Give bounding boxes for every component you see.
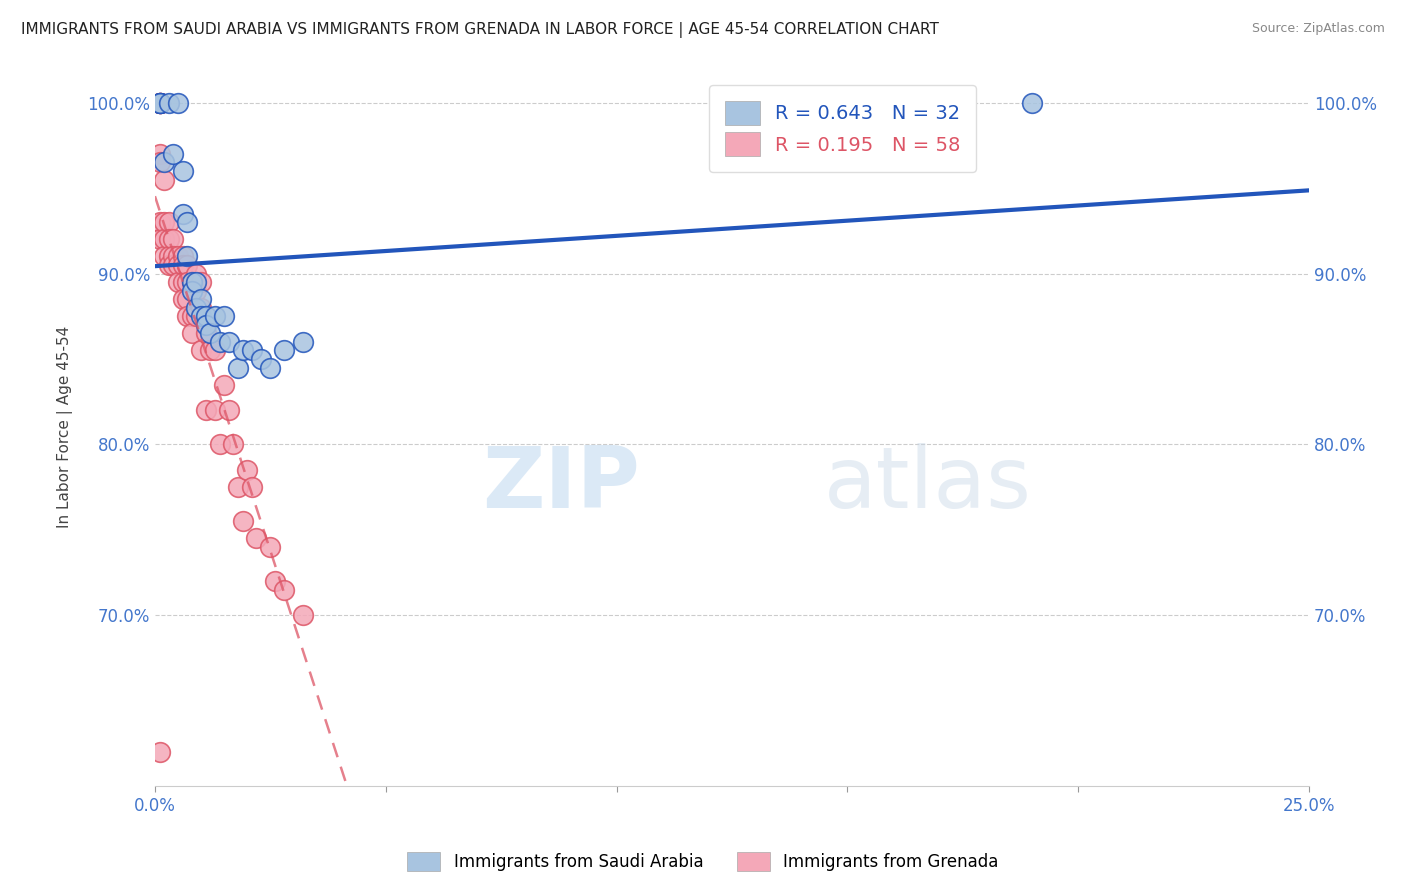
Point bbox=[148, 95, 170, 110]
Point bbox=[190, 301, 212, 315]
Point bbox=[190, 343, 212, 358]
Point bbox=[148, 95, 170, 110]
Point bbox=[190, 292, 212, 306]
Point bbox=[222, 437, 245, 451]
Point bbox=[186, 275, 208, 289]
Point bbox=[204, 310, 226, 324]
Text: Source: ZipAtlas.com: Source: ZipAtlas.com bbox=[1251, 22, 1385, 36]
Point bbox=[194, 310, 217, 324]
Point bbox=[204, 343, 226, 358]
Point bbox=[259, 360, 281, 375]
Text: atlas: atlas bbox=[824, 443, 1032, 526]
Point bbox=[204, 403, 226, 417]
Point bbox=[180, 310, 202, 324]
Point bbox=[180, 275, 202, 289]
Point bbox=[148, 215, 170, 229]
Point bbox=[172, 250, 194, 264]
Point bbox=[172, 292, 194, 306]
Point bbox=[291, 608, 314, 623]
Point bbox=[176, 310, 198, 324]
Point bbox=[212, 310, 235, 324]
Point bbox=[218, 403, 240, 417]
Point bbox=[194, 326, 217, 341]
Point bbox=[167, 95, 190, 110]
Point bbox=[148, 155, 170, 169]
Point bbox=[190, 275, 212, 289]
Point bbox=[218, 334, 240, 349]
Point bbox=[172, 164, 194, 178]
Point bbox=[148, 95, 170, 110]
Point bbox=[273, 582, 295, 597]
Point bbox=[186, 310, 208, 324]
Point bbox=[200, 326, 222, 341]
Point bbox=[157, 250, 180, 264]
Point bbox=[153, 155, 176, 169]
Point bbox=[180, 284, 202, 298]
Point bbox=[172, 275, 194, 289]
Legend: R = 0.643   N = 32, R = 0.195   N = 58: R = 0.643 N = 32, R = 0.195 N = 58 bbox=[709, 86, 976, 172]
Point bbox=[180, 326, 202, 341]
Point bbox=[148, 95, 170, 110]
Point bbox=[153, 215, 176, 229]
Point bbox=[226, 360, 249, 375]
Point bbox=[162, 232, 184, 246]
Point bbox=[240, 343, 263, 358]
Text: ZIP: ZIP bbox=[482, 443, 640, 526]
Point bbox=[162, 258, 184, 272]
Point bbox=[273, 343, 295, 358]
Point bbox=[232, 343, 254, 358]
Point bbox=[186, 284, 208, 298]
Point bbox=[176, 275, 198, 289]
Point bbox=[180, 275, 202, 289]
Point bbox=[226, 480, 249, 494]
Point bbox=[157, 215, 180, 229]
Point bbox=[259, 540, 281, 554]
Point bbox=[157, 258, 180, 272]
Point bbox=[172, 207, 194, 221]
Point bbox=[157, 95, 180, 110]
Point bbox=[162, 250, 184, 264]
Point bbox=[148, 745, 170, 759]
Point bbox=[264, 574, 287, 588]
Point bbox=[148, 95, 170, 110]
Point bbox=[148, 232, 170, 246]
Point bbox=[212, 377, 235, 392]
Point bbox=[148, 95, 170, 110]
Point bbox=[153, 250, 176, 264]
Point bbox=[291, 334, 314, 349]
Text: IMMIGRANTS FROM SAUDI ARABIA VS IMMIGRANTS FROM GRENADA IN LABOR FORCE | AGE 45-: IMMIGRANTS FROM SAUDI ARABIA VS IMMIGRAN… bbox=[21, 22, 939, 38]
Point bbox=[167, 275, 190, 289]
Point bbox=[194, 318, 217, 332]
Y-axis label: In Labor Force | Age 45-54: In Labor Force | Age 45-54 bbox=[58, 326, 73, 528]
Point bbox=[176, 292, 198, 306]
Point bbox=[167, 258, 190, 272]
Point bbox=[208, 334, 231, 349]
Legend: Immigrants from Saudi Arabia, Immigrants from Grenada: Immigrants from Saudi Arabia, Immigrants… bbox=[399, 843, 1007, 880]
Point bbox=[176, 215, 198, 229]
Point bbox=[1021, 95, 1043, 110]
Point bbox=[157, 232, 180, 246]
Point bbox=[245, 532, 267, 546]
Point bbox=[162, 147, 184, 161]
Point bbox=[186, 267, 208, 281]
Point bbox=[190, 310, 212, 324]
Point bbox=[153, 232, 176, 246]
Point bbox=[153, 172, 176, 186]
Point bbox=[176, 258, 198, 272]
Point bbox=[200, 343, 222, 358]
Point bbox=[240, 480, 263, 494]
Point bbox=[208, 437, 231, 451]
Point bbox=[148, 147, 170, 161]
Point bbox=[194, 403, 217, 417]
Point bbox=[172, 258, 194, 272]
Point bbox=[176, 250, 198, 264]
Point bbox=[232, 514, 254, 528]
Point bbox=[250, 351, 273, 366]
Point bbox=[148, 95, 170, 110]
Point bbox=[186, 301, 208, 315]
Point bbox=[236, 463, 259, 477]
Point bbox=[167, 250, 190, 264]
